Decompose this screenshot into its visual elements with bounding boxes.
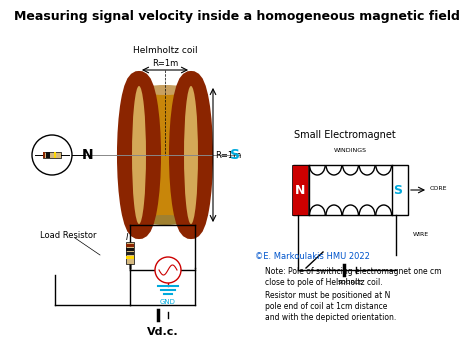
Bar [126, 242, 134, 264]
Text: R=1m: R=1m [215, 150, 241, 160]
Text: pole end of coil at 1cm distance: pole end of coil at 1cm distance [265, 302, 387, 311]
Text: R=1m: R=1m [152, 59, 178, 68]
Text: N: N [82, 148, 94, 162]
Text: WINDINGS: WINDINGS [334, 148, 366, 153]
Text: Resistor must be positioned at N: Resistor must be positioned at N [265, 291, 391, 300]
Text: and with the depicted orientation.: and with the depicted orientation. [265, 313, 396, 322]
Bar [48, 152, 51, 158]
Bar [126, 252, 134, 255]
Ellipse shape [139, 215, 191, 225]
Text: S: S [393, 183, 402, 196]
Text: Note: Pole of swithcing electromagnet one cm: Note: Pole of swithcing electromagnet on… [265, 267, 441, 276]
Circle shape [32, 135, 72, 175]
Bar [126, 256, 134, 259]
Ellipse shape [139, 85, 191, 95]
Bar [43, 152, 61, 158]
Text: GND: GND [160, 299, 176, 305]
Text: Helmholtz coil: Helmholtz coil [133, 46, 197, 55]
Ellipse shape [178, 80, 204, 230]
Bar [46, 152, 48, 158]
Ellipse shape [184, 86, 198, 224]
Circle shape [155, 257, 181, 283]
Text: close to pole of Helmholtz coil.: close to pole of Helmholtz coil. [265, 278, 383, 287]
Text: WIRE: WIRE [413, 233, 429, 237]
Bar [126, 244, 134, 247]
Text: Small Electromagnet: Small Electromagnet [294, 130, 396, 140]
Text: N: N [295, 183, 305, 196]
Text: Measuring signal velocity inside a homogeneous magnetic field: Measuring signal velocity inside a homog… [14, 10, 460, 23]
Bar [292, 165, 308, 215]
Bar [139, 90, 191, 220]
Text: SOURCE: SOURCE [337, 280, 363, 285]
Text: S: S [230, 148, 240, 162]
Bar [293, 165, 408, 215]
Text: Vd.c.: Vd.c. [147, 327, 179, 337]
Text: CORE: CORE [430, 186, 447, 191]
Bar [126, 248, 134, 251]
Bar [54, 152, 56, 158]
Text: Load Resistor: Load Resistor [40, 231, 97, 239]
Bar [43, 152, 45, 158]
Ellipse shape [126, 80, 152, 230]
Text: I: I [126, 233, 128, 242]
Text: ©E. Markoulakis HMU 2022: ©E. Markoulakis HMU 2022 [255, 252, 370, 261]
Ellipse shape [132, 86, 146, 224]
